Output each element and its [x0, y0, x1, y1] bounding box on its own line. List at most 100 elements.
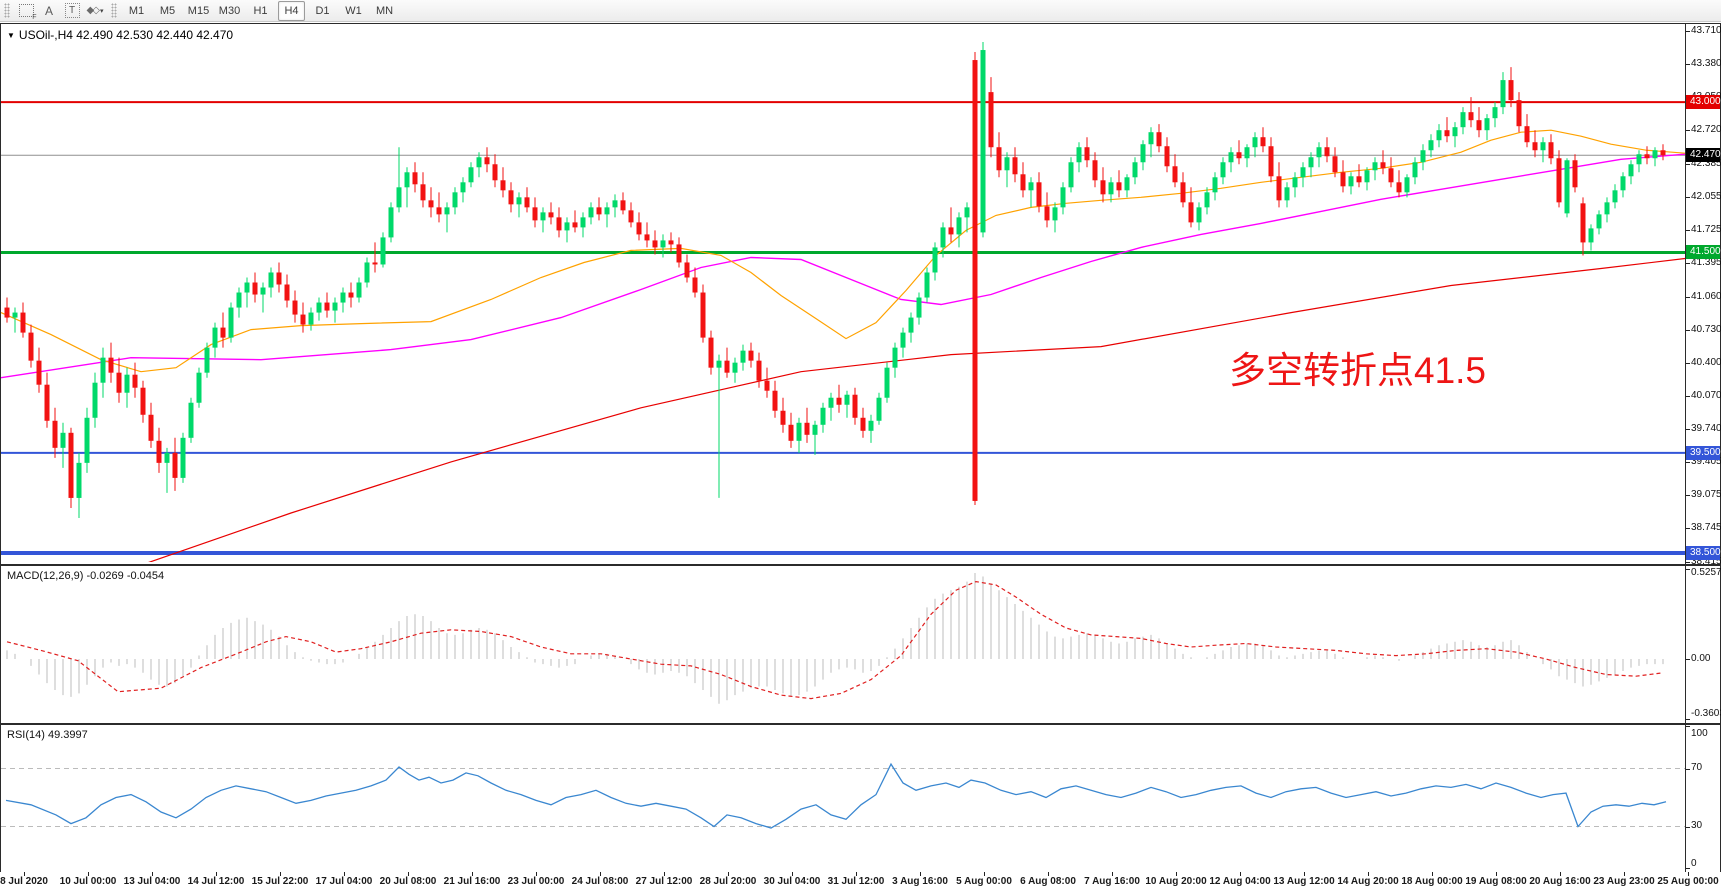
- timeframe-button-h1[interactable]: H1: [253, 4, 268, 17]
- timeframe-button-mn[interactable]: MN: [375, 4, 394, 17]
- price-axis-tick: [1686, 163, 1690, 165]
- price-axis-label: 38.415: [1691, 555, 1721, 567]
- time-axis[interactable]: 8 Jul 2020 10 Jul 00:00 13 Jul 04:00 14 Jul…: [0, 872, 1721, 890]
- time-axis-label: 28 Jul 20:00: [699, 876, 757, 887]
- price-axis-label: 38.745: [1691, 522, 1721, 534]
- chart-annotation-text[interactable]: 多空转折点41.5: [1229, 350, 1487, 391]
- shapes-icon: ◆◇: [86, 5, 100, 16]
- price-axis-tick: [1686, 362, 1690, 364]
- time-axis-label: 5 Aug 00:00: [956, 876, 1012, 887]
- price-chart-canvas[interactable]: [1, 24, 1685, 562]
- ma-slow-line: [148, 257, 1685, 562]
- shapes-tool-button[interactable]: ◆◇ ▾: [85, 2, 105, 20]
- time-axis-tick: [536, 872, 537, 876]
- timeframe-button-m15[interactable]: M15: [187, 4, 210, 17]
- timeframe-button-d1[interactable]: D1: [315, 4, 330, 17]
- macd-axis-label: 0.00: [1691, 653, 1711, 664]
- symbol-dropdown-icon[interactable]: ▼: [7, 31, 15, 40]
- rsi-axis-label: 100: [1691, 728, 1708, 739]
- rsi-axis-tick: [1686, 768, 1690, 770]
- time-axis-label: 30 Jul 04:00: [763, 876, 821, 887]
- time-axis-tick: [664, 872, 665, 876]
- rsi-axis-label: 70: [1691, 762, 1703, 773]
- price-axis-tick: [1686, 64, 1690, 66]
- textbox-tool-button[interactable]: T: [62, 2, 82, 20]
- text-label-icon: A: [44, 3, 53, 18]
- timeframe-button-group: M1 M5 M15 M30 H1 H4 D1 W1 MN: [123, 0, 398, 21]
- price-axis-tick: [1686, 528, 1690, 530]
- toolbar-drag-handle[interactable]: [4, 3, 10, 18]
- rsi-label: RSI(14) 49.3997: [7, 729, 88, 741]
- rsi-axis-tick: [1686, 726, 1690, 727]
- timeframe-group-handle[interactable]: [111, 3, 117, 18]
- time-axis-label: 13 Aug 12:00: [1273, 876, 1335, 887]
- time-axis-label: 14 Jul 12:00: [187, 876, 245, 887]
- symbol-ohlc-line: ▼ USOil-,H4 42.490 42.530 42.440 42.470: [7, 28, 233, 42]
- rsi-axis-label: 0: [1691, 858, 1697, 869]
- price-axis-tick: [1686, 428, 1690, 430]
- frame-tool-button[interactable]: F: [16, 2, 37, 21]
- price-level-badge: 43.000: [1686, 95, 1721, 110]
- price-axis-label: 41.395: [1691, 256, 1721, 268]
- rsi-canvas[interactable]: [1, 725, 1685, 870]
- level-lines-layer[interactable]: [1, 101, 1685, 556]
- rsi-axis-label: 30: [1691, 820, 1703, 831]
- time-axis-label: 23 Aug 23:00: [1593, 876, 1655, 887]
- time-axis-label: 7 Aug 16:00: [1084, 876, 1140, 887]
- time-axis-tick: [24, 872, 25, 876]
- time-axis-label: 25 Aug 00:00: [1657, 876, 1719, 887]
- price-axis[interactable]: 43.71043.38043.05042.72042.38542.05541.7…: [1685, 24, 1721, 567]
- time-axis-label: 8 Jul 2020: [0, 876, 48, 887]
- time-axis-label: 14 Aug 20:00: [1337, 876, 1399, 887]
- time-axis-tick: [408, 872, 409, 876]
- textbox-icon: T: [64, 3, 80, 18]
- macd-label: MACD(12,26,9) -0.0269 -0.0454: [7, 570, 165, 582]
- text-label-tool-button[interactable]: A: [39, 2, 59, 20]
- price-axis-label: 43.710: [1691, 25, 1721, 36]
- time-axis-tick: [1240, 872, 1241, 876]
- time-axis-tick: [1432, 872, 1433, 876]
- price-axis-tick: [1686, 329, 1690, 331]
- time-axis-tick: [1304, 872, 1305, 876]
- time-axis-tick: [920, 872, 921, 876]
- time-axis-label: 20 Jul 08:00: [379, 876, 437, 887]
- time-axis-label: 13 Jul 04:00: [123, 876, 181, 887]
- timeframe-button-m5[interactable]: M5: [159, 4, 176, 17]
- time-axis-label: 3 Aug 16:00: [892, 876, 948, 887]
- price-axis-label: 39.740: [1691, 422, 1721, 434]
- timeframe-button-m30[interactable]: M30: [218, 4, 241, 17]
- macd-axis: 0.5257 0.00 -0.3603: [1685, 566, 1721, 723]
- price-chart-panel: ▼ USOil-,H4 42.490 42.530 42.440 42.470 多…: [0, 23, 1721, 567]
- macd-axis-label: 0.5257: [1691, 567, 1721, 578]
- price-axis-label: 40.070: [1691, 389, 1721, 401]
- timeframe-button-h4[interactable]: H4: [278, 0, 305, 21]
- time-axis-label: 27 Jul 12:00: [635, 876, 693, 887]
- rsi-panel: RSI(14) 49.3997 100 70 30 0: [0, 724, 1721, 873]
- time-axis-tick: [152, 872, 153, 876]
- rsi-axis-tick: [1686, 826, 1690, 828]
- time-axis-label: 20 Aug 16:00: [1529, 876, 1591, 887]
- time-axis-label: 17 Jul 04:00: [315, 876, 373, 887]
- time-axis-label: 31 Jul 12:00: [827, 876, 885, 887]
- macd-axis-tick: [1686, 568, 1690, 570]
- time-axis-tick: [280, 872, 281, 876]
- time-axis-tick: [1112, 872, 1113, 876]
- macd-canvas[interactable]: [1, 566, 1685, 721]
- price-axis-label: 40.730: [1691, 323, 1721, 335]
- time-axis-label: 21 Jul 16:00: [443, 876, 501, 887]
- time-axis-label: 6 Aug 08:00: [1020, 876, 1076, 887]
- price-axis-label: 42.385: [1691, 157, 1721, 169]
- price-axis-tick: [1686, 561, 1690, 563]
- chevron-down-icon: ▾: [99, 7, 104, 15]
- timeframe-button-w1[interactable]: W1: [345, 4, 362, 17]
- price-axis-tick: [1686, 130, 1690, 132]
- price-axis-tick: [1686, 229, 1690, 231]
- current-price-badge: 42.470: [1686, 148, 1721, 163]
- price-axis-label: 42.720: [1691, 124, 1721, 136]
- time-axis-tick: [1496, 872, 1497, 876]
- timeframe-button-m1[interactable]: M1: [128, 4, 145, 17]
- time-axis-tick: [1048, 872, 1049, 876]
- time-axis-tick: [728, 872, 729, 876]
- macd-histogram-layer: [6, 573, 1664, 704]
- time-axis-label: 24 Jul 08:00: [571, 876, 629, 887]
